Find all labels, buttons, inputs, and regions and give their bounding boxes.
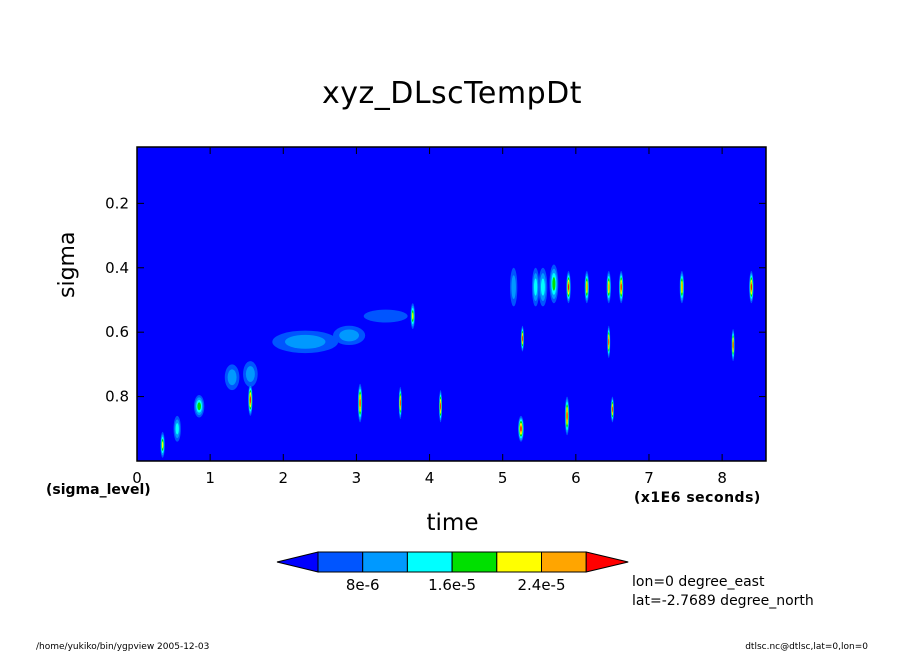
heatmap-feature-26-level-6: [608, 338, 610, 346]
colorbar-segment: [496, 551, 542, 573]
colorbar-segment: [451, 551, 498, 573]
heatmap-feature-10-level-3: [552, 277, 556, 291]
y-axis-label: sigma: [55, 231, 80, 298]
longitude-info: lon=0 degree_east: [632, 574, 765, 590]
colorbar-under-arrow: [276, 551, 319, 573]
heatmap-feature-2-level-1: [245, 366, 255, 382]
y-tick-label: 0.4: [105, 259, 129, 277]
x-tick-label: 2: [279, 469, 289, 487]
y-axis-ticks: 0.2 0.4 0.6 0.8: [105, 194, 766, 406]
heatmap-feature-22-level-6: [440, 402, 441, 410]
x-tick-label: 4: [425, 469, 435, 487]
heatmap-feature-18-level-2: [175, 423, 179, 435]
heatmap-feature-14-level-6: [620, 283, 622, 291]
heatmap-feature-16-level-6: [750, 283, 752, 291]
heatmap-feature-3-level-1: [284, 334, 326, 349]
heatmap-feature-27-level-6: [612, 406, 613, 413]
x-axis-unit-note: (x1E6 seconds): [634, 490, 761, 506]
colorbar-tick-label: 2.4e-5: [517, 576, 565, 594]
footer-source: dtlsc.nc@dtlsc,lat=0,lon=0: [745, 642, 868, 652]
y-tick-label: 0.2: [105, 194, 129, 212]
y-axis-level-tag: (sigma_level): [46, 482, 151, 498]
heatmap-feature-4-level-1: [339, 329, 360, 342]
x-tick-label: 7: [644, 469, 654, 487]
colorbar-segment: [362, 551, 408, 573]
heatmap-feature-25-level-6: [566, 411, 568, 420]
heatmap-feature-6-level-4: [412, 312, 414, 320]
heatmap-feature-7-level-1: [511, 275, 516, 299]
colorbar-over-arrow: [585, 551, 629, 573]
heatmap-feature-24-level-6: [522, 335, 523, 342]
colorbar-tick-label: 8e-6: [346, 576, 380, 594]
heatmap-feature-1-level-1: [227, 369, 237, 386]
heatmap-feature-23-level-6: [520, 426, 522, 432]
colorbar-segment: [406, 551, 453, 573]
y-tick-label: 0.8: [105, 388, 129, 406]
y-tick-label: 0.6: [105, 323, 129, 341]
x-tick-label: 1: [205, 469, 215, 487]
heatmap-feature-21-level-6: [399, 399, 401, 407]
heatmap-feature-0-level-3: [197, 402, 201, 411]
chart-title: xyz_DLscTempDt: [321, 76, 582, 111]
x-tick-label: 0: [132, 469, 142, 487]
heatmap-background: [137, 147, 766, 461]
colorbar-segment: [317, 551, 364, 573]
x-tick-label: 8: [717, 469, 727, 487]
heatmap-feature-12-level-5: [586, 283, 588, 291]
heatmap-feature-20-level-6: [359, 398, 361, 408]
heatmap-feature-9-level-2: [540, 278, 545, 296]
heatmap-feature-13-level-5: [608, 283, 610, 291]
heatmap-feature-28-level-6: [732, 341, 734, 349]
heatmap-plot-area: [136, 146, 767, 462]
footer-path: /home/yukiko/bin/ygpview 2005-12-03: [36, 642, 210, 652]
x-tick-label: 3: [352, 469, 362, 487]
x-axis-ticks: 0 1 2 3 4 5 6 7 8: [132, 147, 727, 487]
heatmap-feature-11-level-6: [568, 283, 569, 291]
heatmap-features: [160, 264, 754, 458]
heatmap-feature-15-level-5: [681, 283, 683, 291]
heatmap-feature-8-level-2: [533, 278, 538, 296]
latitude-info: lat=-2.7689 degree_north: [632, 593, 814, 609]
colorbar-segment: [541, 551, 587, 573]
heatmap-feature-19-level-6: [249, 396, 251, 404]
colorbar: 8e-6 1.6e-5 2.4e-5: [276, 551, 629, 594]
x-tick-label: 5: [498, 469, 508, 487]
colorbar-tick-label: 1.6e-5: [428, 576, 476, 594]
heatmap-feature-17-level-4: [161, 441, 164, 449]
plot-frame: [136, 146, 767, 462]
x-axis-label: time: [426, 510, 479, 536]
heatmap-feature-5-level-0: [363, 309, 408, 323]
x-tick-label: 6: [571, 469, 581, 487]
